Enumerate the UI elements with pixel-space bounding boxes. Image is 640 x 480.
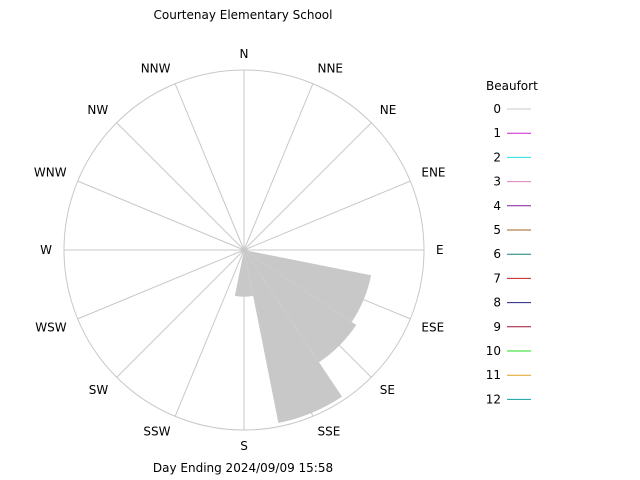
legend-label-11: 11: [486, 368, 501, 382]
direction-labels: N NNE NE ENE E ESE SE SSE S SSW SW WSW W WNW NW NNW: [34, 47, 446, 453]
legend-label-1: 1: [493, 126, 501, 140]
direction-label-se: SE: [380, 383, 395, 397]
direction-label-w: W: [40, 243, 52, 257]
direction-label-ene: ENE: [421, 166, 445, 180]
legend-label-7: 7: [493, 271, 501, 285]
spoke-ese: [243, 249, 411, 320]
spoke-nne: [243, 83, 314, 251]
spoke-ene: [243, 180, 411, 251]
direction-label-sse: SSE: [317, 424, 340, 438]
spoke-sse: [243, 249, 314, 417]
direction-label-e: E: [436, 243, 444, 257]
direction-label-wnw: WNW: [34, 166, 67, 180]
direction-label-ssw: SSW: [143, 424, 170, 438]
direction-label-nw: NW: [87, 103, 108, 117]
direction-label-nne: NNE: [317, 62, 343, 76]
petal-group: [234, 250, 372, 424]
legend-label-12: 12: [486, 392, 501, 406]
spoke-sw: [116, 249, 245, 378]
legend-title: Beaufort: [486, 79, 538, 93]
legend-label-4: 4: [493, 199, 501, 213]
legend-label-8: 8: [493, 296, 501, 310]
legend-label-10: 10: [486, 344, 501, 358]
legend-label-2: 2: [493, 150, 501, 164]
petal-ese: [244, 250, 372, 322]
direction-label-ese: ESE: [421, 320, 444, 334]
legend-label-3: 3: [493, 175, 501, 189]
chart-footer: Day Ending 2024/09/09 15:58: [153, 461, 333, 475]
spoke-wnw: [77, 180, 245, 251]
spoke-wsw: [77, 249, 245, 320]
legend-label-5: 5: [493, 223, 501, 237]
spoke-ssw: [174, 249, 245, 417]
direction-label-nnw: NNW: [141, 62, 171, 76]
spoke-nnw: [174, 83, 245, 251]
legend-label-6: 6: [493, 247, 501, 261]
direction-label-ne: NE: [380, 103, 397, 117]
direction-label-sw: SW: [89, 383, 109, 397]
polar-grid: [63, 69, 425, 431]
spoke-ne: [243, 122, 372, 251]
spoke-nw: [116, 122, 245, 251]
direction-label-n: N: [240, 47, 249, 61]
legend-label-9: 9: [493, 320, 501, 334]
chart-title: Courtenay Elementary School: [154, 8, 333, 22]
petal-sse: [244, 250, 342, 424]
spoke-se: [243, 249, 372, 378]
direction-label-wsw: WSW: [35, 320, 66, 334]
direction-label-s: S: [240, 439, 248, 453]
legend-label-0: 0: [493, 102, 501, 116]
